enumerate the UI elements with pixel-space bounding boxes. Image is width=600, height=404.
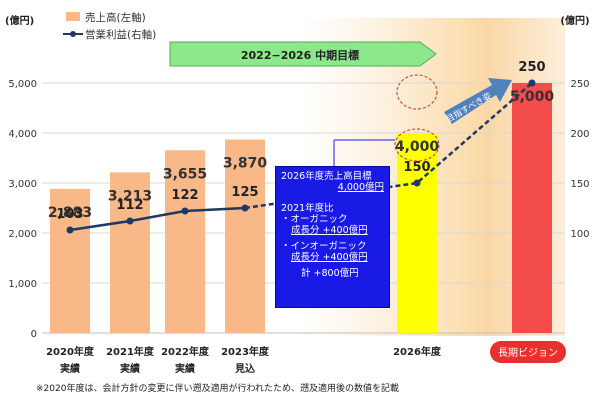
sales-2026-highlight — [394, 128, 440, 162]
x-tick-note: 実績 — [175, 362, 195, 375]
x-tick-label: 2026年度 — [393, 345, 442, 358]
total-line: 計 +800億円 — [301, 268, 359, 279]
vision-pill — [490, 341, 566, 363]
profit-value-label: 112 — [116, 198, 143, 213]
compare-label: 2021年度比 — [281, 203, 334, 214]
x-tick-label: 2021年度 — [106, 345, 155, 358]
profit-point — [413, 179, 421, 187]
right-axis-ticks: 100 150 200 250 — [570, 79, 589, 240]
profit-point — [241, 204, 249, 212]
bar — [225, 139, 265, 333]
legend-label-profit: 営業利益(右軸) — [85, 28, 156, 41]
left-tick-label: 4,000 — [8, 129, 37, 140]
bar — [397, 133, 437, 333]
target-title: 2026年度売上高目標 — [281, 171, 372, 182]
profit-point — [528, 79, 536, 87]
bar-value-label: 2,883 — [48, 205, 92, 221]
profit-2026-highlight — [396, 74, 438, 110]
profit-value-label: 150 — [403, 160, 430, 175]
legend: 売上高(左軸) 営業利益(右軸) — [63, 11, 156, 41]
direction-arrow-icon — [444, 78, 512, 124]
bars: 2,883 3,213 3,655 3,870 4,000 5,000 — [48, 83, 555, 333]
bar-value-label: 3,213 — [108, 188, 152, 204]
left-axis-unit: (億円) — [5, 14, 34, 27]
bar — [165, 150, 205, 333]
left-tick-label: 3,000 — [8, 179, 37, 190]
x-tick-label: 2022年度 — [161, 345, 210, 358]
organic-label: ・オーガニック — [281, 214, 348, 225]
mid-term-banner — [169, 41, 437, 67]
bar-value-label: 5,000 — [510, 89, 555, 105]
organic-line: 成長分 +400億円 — [291, 225, 368, 236]
right-axis-unit: (億円) — [560, 14, 589, 27]
profit-value-label: 250 — [518, 60, 545, 75]
bar — [110, 172, 150, 333]
right-tick-label: 100 — [570, 229, 589, 240]
vision-pill-label: 長期ビジョン — [498, 347, 558, 359]
right-tick-label: 250 — [570, 79, 589, 90]
bar — [512, 83, 552, 333]
x-tick-label: 2020年度 — [46, 345, 95, 358]
footnote: ※2020年度は、会計方針の変更に伴い遡及適用が行われたため、遡及適用後の数値を… — [36, 384, 399, 394]
legend-label-sales: 売上高(左軸) — [85, 11, 146, 24]
profit-value-label: 122 — [171, 188, 198, 203]
profit-point — [126, 217, 134, 225]
x-tick-note: 実績 — [60, 362, 80, 375]
x-tick-note: 見込 — [234, 362, 255, 375]
left-tick-label: 2,000 — [8, 229, 37, 240]
legend-swatch-bar — [66, 12, 80, 21]
x-tick-label: 2023年度 — [221, 345, 270, 358]
sales-target-box: 2026年度売上高目標 4,000億円 2021年度比 ・オーガニック 成長分 … — [275, 166, 390, 308]
right-tick-label: 150 — [570, 179, 589, 190]
inorganic-line: 成長分 +400億円 — [291, 252, 368, 263]
left-tick-label: 5,000 — [8, 79, 37, 90]
profit-point — [181, 207, 189, 215]
bar-value-label: 3,655 — [163, 166, 207, 182]
bar-value-label: 4,000 — [395, 139, 440, 155]
profit-value-label: 125 — [231, 185, 258, 200]
target-value: 4,000億円 — [337, 182, 384, 193]
profit-line-solid — [69, 206, 246, 232]
right-tick-label: 200 — [570, 129, 589, 140]
left-tick-label: 1,000 — [8, 279, 37, 290]
x-tick-note: 実績 — [120, 362, 140, 375]
left-axis-ticks: 0 1,000 2,000 3,000 4,000 5,000 — [8, 79, 37, 340]
legend-marker-icon — [70, 31, 76, 37]
bar-value-label: 3,870 — [223, 156, 268, 172]
profit-point — [66, 226, 74, 234]
profit-value-label: 103 — [56, 207, 83, 222]
left-tick-label: 0 — [31, 329, 37, 340]
mid-term-banner-label: 2022−2026 中期目標 — [241, 48, 359, 62]
inorganic-label: ・インオーガニック — [281, 241, 367, 252]
bar — [50, 188, 90, 333]
